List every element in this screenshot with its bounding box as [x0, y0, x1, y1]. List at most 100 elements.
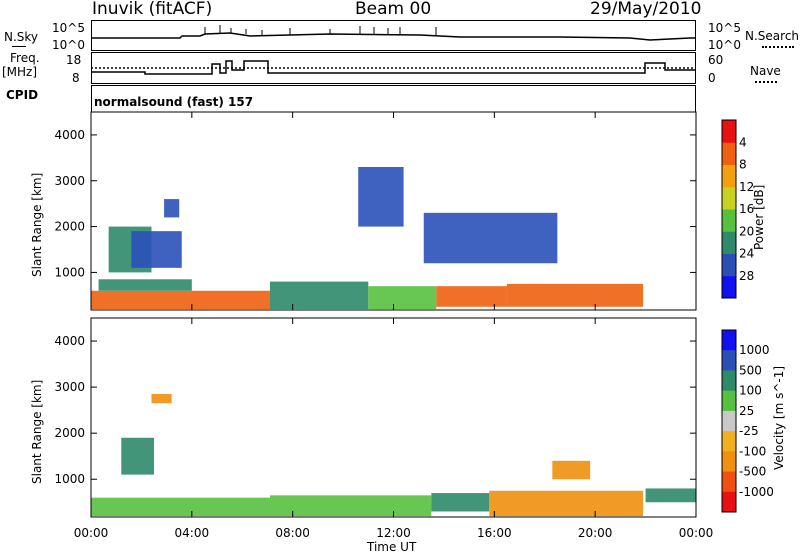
- velocity-colorbar-label: Velocity [m s^-1]: [772, 365, 786, 470]
- colorbar-tick-label: 1000: [739, 343, 770, 357]
- colorbar-swatch: [722, 186, 736, 210]
- x-tick-label: 08:00: [275, 526, 310, 540]
- colorbar-swatch: [722, 253, 736, 277]
- x-tick-label: 04:00: [175, 526, 210, 540]
- x-tick-label: 20:00: [578, 526, 613, 540]
- colorbar-swatch: [722, 164, 736, 188]
- colorbar-swatch: [722, 390, 736, 412]
- data-region: [98, 279, 192, 291]
- power-colorbar-label: Power [dB]: [752, 184, 766, 250]
- nave-label: Nave: [750, 64, 781, 78]
- data-region: [269, 495, 432, 517]
- colorbar-tick-label: -25: [739, 424, 759, 438]
- colorbar-tick-label: 25: [739, 404, 754, 418]
- data-region: [645, 488, 696, 503]
- velocity-ylabel: Slant Range [km]: [30, 379, 44, 484]
- plot-panel-0: 1000 2000 3000 4000: [54, 111, 697, 311]
- colorbar-tick-label: 16: [739, 202, 754, 216]
- colorbar-tick-label: 20: [739, 224, 754, 238]
- data-region: [91, 497, 270, 517]
- colorbar-swatch: [722, 142, 736, 165]
- colorbar-frame: [721, 119, 737, 299]
- colorbar-tick-label: 100: [739, 384, 762, 398]
- nsearch-tick-high: 10^5: [708, 21, 741, 35]
- colorbar-tick-label: 4: [739, 135, 747, 149]
- nsky-tick-low: 10^0: [52, 38, 85, 52]
- data-region: [489, 490, 644, 517]
- y-tick-label: 3000: [54, 380, 85, 394]
- x-tick-label: 16:00: [477, 526, 512, 540]
- y-tick-label: 1000: [54, 265, 85, 279]
- colorbar-swatch: [722, 330, 736, 351]
- cpid-label: CPID: [6, 88, 39, 102]
- colorbar-tick-label: 28: [739, 269, 754, 283]
- freq-label: Freq.: [10, 51, 40, 65]
- nave-dotted-key: [755, 81, 777, 83]
- colorbar-tick-label: -100: [739, 444, 766, 458]
- nsky-panel: [91, 20, 696, 51]
- colorbar-tick-label: -1000: [739, 485, 774, 499]
- x-tick-label: 00:00: [74, 526, 109, 540]
- data-region: [91, 290, 270, 310]
- date-label: 29/May/2010: [590, 0, 702, 19]
- power-ylabel: Slant Range [km]: [30, 172, 44, 277]
- freq-unit-label: [MHz]: [2, 65, 38, 79]
- nsky-tick-high: 10^5: [52, 21, 85, 35]
- colorbar-tick-label: 8: [739, 158, 747, 172]
- beam-label: Beam 00: [355, 0, 432, 19]
- colorbar-swatch: [722, 209, 736, 232]
- colorbar-tick-label: 500: [739, 363, 762, 377]
- plot-panel-1: 1000 2000 3000 4000 00:00 04:00 08:00 12:00 16:0…: [54, 317, 714, 540]
- nave-tick-low: 0: [708, 71, 716, 85]
- colorbar-swatch: [722, 431, 736, 452]
- data-region: [151, 394, 172, 404]
- data-region: [358, 167, 404, 227]
- nsky-trace: [91, 32, 696, 41]
- nave-tick-high: 60: [708, 53, 724, 67]
- y-tick-label: 3000: [54, 174, 85, 188]
- plot-frame: [90, 317, 697, 518]
- nsearch-label: N.Search: [745, 29, 800, 43]
- colorbar-swatch: [722, 451, 736, 473]
- velocity-colorbar: 1000 500 100 25 -25 -100 -500 -1000: [721, 329, 774, 513]
- cpid-value: normalsound (fast) 157: [94, 95, 254, 109]
- colorbar-tick-label: 12: [739, 180, 754, 194]
- nsearch-tick-low: 10^0: [708, 38, 741, 52]
- colorbar-tick-label: 24: [739, 247, 754, 261]
- colorbar-frame: [721, 329, 737, 513]
- power-colorbar: 4 8 12 16 20 24 28: [721, 119, 754, 299]
- colorbar-swatch: [722, 231, 736, 254]
- data-region: [552, 460, 591, 480]
- y-tick-label: 2000: [54, 220, 85, 234]
- freq-tick-high: 18: [66, 53, 82, 67]
- nsky-underline: [12, 46, 26, 47]
- data-region: [269, 281, 369, 310]
- cpid-panel: [91, 85, 696, 112]
- y-tick-label: 1000: [54, 472, 85, 486]
- nsky-label: N.Sky: [4, 30, 39, 44]
- data-region: [506, 283, 644, 307]
- data-region: [368, 286, 437, 310]
- y-tick-label: 2000: [54, 426, 85, 440]
- nsearch-dotted-key: [762, 46, 794, 48]
- data-region: [423, 212, 558, 264]
- y-tick-label: 4000: [54, 128, 85, 142]
- x-tick-label: 12:00: [376, 526, 411, 540]
- data-region: [121, 437, 155, 475]
- freq-trace: [91, 60, 696, 75]
- site-title: Inuvik (fitACF): [92, 0, 213, 19]
- data-region: [164, 199, 180, 218]
- freq-tick-low: 8: [72, 71, 80, 85]
- colorbar-tick-label: -500: [739, 465, 766, 479]
- colorbar-swatch: [722, 471, 736, 493]
- data-region: [436, 286, 507, 307]
- data-region: [131, 231, 182, 268]
- nsky-spikes: [204, 25, 437, 35]
- x-tick-label: 00:00: [679, 526, 714, 540]
- colorbar-swatch: [722, 370, 736, 392]
- colorbar-swatch: [722, 491, 736, 513]
- y-tick-label: 4000: [54, 334, 85, 348]
- data-region: [431, 493, 490, 512]
